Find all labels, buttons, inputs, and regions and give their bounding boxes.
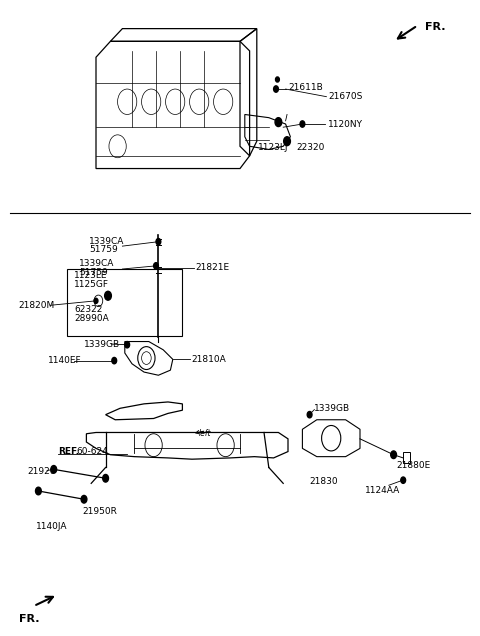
Circle shape — [275, 118, 282, 127]
Circle shape — [81, 495, 87, 503]
Text: 21821E: 21821E — [196, 263, 230, 272]
Bar — [403, 452, 410, 463]
Text: 21810A: 21810A — [191, 355, 226, 364]
Circle shape — [105, 291, 111, 300]
Circle shape — [307, 411, 312, 418]
Text: 1120NY: 1120NY — [328, 120, 363, 128]
Text: 21611B: 21611B — [288, 83, 323, 92]
Text: 51759: 51759 — [79, 268, 108, 277]
Text: 28990A: 28990A — [74, 314, 109, 322]
Text: 21820M: 21820M — [18, 301, 55, 310]
Text: left: left — [199, 429, 212, 438]
Text: FR.: FR. — [425, 22, 445, 32]
Text: 60-624: 60-624 — [77, 447, 108, 456]
Circle shape — [401, 477, 406, 483]
Circle shape — [274, 86, 278, 92]
Text: 1140EF: 1140EF — [48, 356, 82, 365]
Text: 21670S: 21670S — [329, 92, 363, 101]
Text: 1125GF: 1125GF — [74, 280, 109, 289]
Circle shape — [154, 263, 158, 269]
Circle shape — [103, 474, 108, 482]
Text: REF.: REF. — [59, 447, 80, 456]
Bar — [67, 269, 182, 336]
Text: 1339CA: 1339CA — [89, 237, 124, 245]
Text: 1339CA: 1339CA — [79, 259, 115, 268]
Text: 21830: 21830 — [310, 477, 338, 486]
Circle shape — [36, 487, 41, 495]
Circle shape — [94, 298, 98, 303]
Circle shape — [284, 137, 290, 146]
Text: 1123LJ: 1123LJ — [258, 143, 289, 152]
Circle shape — [112, 357, 117, 364]
Text: 1124AA: 1124AA — [365, 487, 400, 495]
Text: 21950R: 21950R — [83, 508, 118, 516]
Text: 62322: 62322 — [74, 305, 103, 314]
Text: 1339GB: 1339GB — [314, 404, 350, 413]
Text: FR.: FR. — [19, 614, 40, 624]
Text: 21920: 21920 — [28, 467, 56, 476]
Text: 1339GB: 1339GB — [84, 340, 120, 349]
Circle shape — [51, 466, 57, 473]
Text: 1140JA: 1140JA — [36, 522, 68, 531]
Circle shape — [276, 77, 279, 82]
Circle shape — [125, 342, 130, 348]
Text: 51759: 51759 — [89, 245, 118, 254]
Circle shape — [300, 121, 305, 127]
Text: 1123LE: 1123LE — [74, 271, 108, 280]
Circle shape — [156, 238, 161, 245]
Text: 22320: 22320 — [297, 143, 325, 152]
Text: 21880E: 21880E — [396, 461, 430, 470]
Circle shape — [391, 451, 396, 459]
